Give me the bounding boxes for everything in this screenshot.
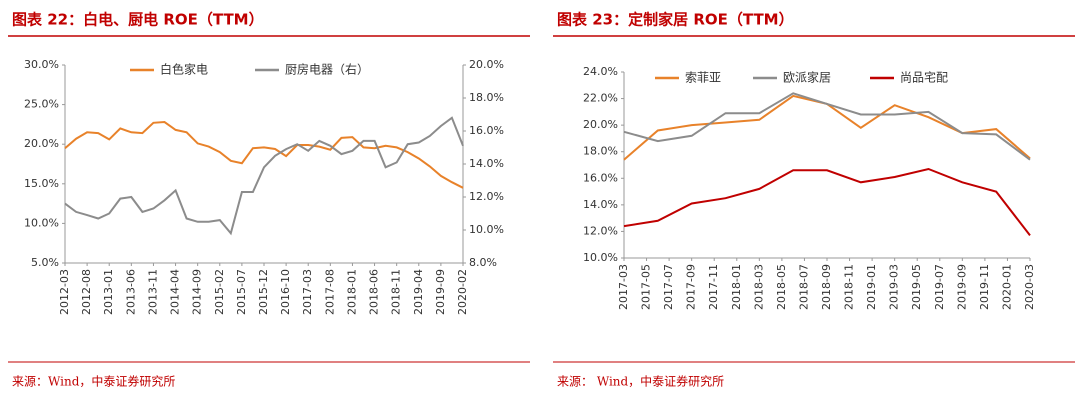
y-tick-label: 10.0% (583, 251, 618, 264)
x-tick-label: 2017-07 (662, 264, 675, 310)
x-tick-label: 2018-01 (345, 269, 358, 315)
x-tick-label: 2015-12 (257, 269, 270, 315)
y-tick-label: 12.0% (583, 224, 618, 237)
x-tick-label: 2018-09 (820, 264, 833, 310)
x-tick-label: 2018-05 (775, 264, 788, 310)
series-line (623, 92, 1031, 161)
chart-title: 图表 22：白电、厨电 ROE（TTM） (12, 11, 264, 29)
x-tick-label: 2019-05 (910, 264, 923, 310)
y2-tick-label: 10.0% (469, 223, 504, 236)
y-tick-label: 16.0% (583, 171, 618, 184)
x-tick-label: 2018-11 (843, 264, 856, 310)
x-tick-label: 2014-04 (169, 269, 182, 315)
source-note: 来源： Wind，中泰证券研究所 (557, 374, 724, 389)
x-tick-label: 2017-03 (617, 264, 630, 310)
y-tick-label: 10.0% (24, 216, 59, 229)
y-tick-label: 20.0% (583, 118, 618, 131)
y-tick-label: 25.0% (24, 98, 59, 111)
chart-title: 图表 23：定制家居 ROE（TTM） (557, 11, 794, 29)
x-tick-label: 2019-09 (955, 264, 968, 310)
x-tick-label: 2017-03 (301, 269, 314, 315)
legend-label: 尚品宅配 (900, 70, 948, 85)
y-tick-label: 24.0% (583, 65, 618, 78)
x-tick-label: 2018-11 (390, 269, 403, 315)
y-tick-label: 18.0% (583, 145, 618, 158)
source-note: 来源：Wind，中泰证券研究所 (12, 374, 175, 389)
y-tick-label: 22.0% (583, 92, 618, 105)
y2-tick-label: 14.0% (469, 157, 504, 170)
x-tick-label: 2013-06 (124, 269, 137, 315)
x-tick-label: 2020-01 (1000, 264, 1013, 310)
y2-tick-label: 8.0% (469, 256, 497, 269)
x-tick-label: 2012-03 (58, 269, 71, 315)
x-tick-label: 2015-07 (235, 269, 248, 315)
x-tick-label: 2013-01 (102, 269, 115, 315)
x-tick-label: 2013-11 (146, 269, 159, 315)
x-tick-label: 2018-01 (730, 264, 743, 310)
y2-tick-label: 20.0% (469, 58, 504, 71)
legend-label: 索菲亚 (685, 71, 721, 85)
x-tick-label: 2019-11 (978, 264, 991, 310)
y2-tick-label: 18.0% (469, 91, 504, 104)
x-tick-label: 2020-02 (456, 269, 469, 315)
y-tick-label: 14.0% (583, 198, 618, 211)
x-tick-label: 2019-07 (933, 264, 946, 310)
y2-tick-label: 12.0% (469, 190, 504, 203)
x-tick-label: 2020-03 (1023, 264, 1036, 310)
x-tick-label: 2016-10 (279, 269, 292, 315)
legend-label: 厨房电器（右） (285, 62, 369, 77)
x-tick-label: 2019-04 (412, 269, 425, 315)
x-tick-label: 2012-08 (80, 269, 93, 315)
x-tick-label: 2017-08 (323, 269, 336, 315)
x-tick-label: 2018-07 (797, 264, 810, 310)
x-tick-label: 2019-03 (888, 264, 901, 310)
x-tick-label: 2018-06 (368, 269, 381, 315)
x-tick-label: 2014-09 (191, 269, 204, 315)
x-tick-label: 2019-09 (434, 269, 447, 315)
legend-label: 白色家电 (160, 62, 208, 77)
y-tick-label: 30.0% (24, 58, 59, 71)
x-tick-label: 2017-05 (640, 264, 653, 310)
y2-tick-label: 16.0% (469, 124, 504, 137)
legend-label: 欧派家居 (783, 70, 831, 85)
x-tick-label: 2017-09 (685, 264, 698, 310)
y-tick-label: 5.0% (31, 256, 59, 269)
x-tick-label: 2019-01 (865, 264, 878, 310)
x-tick-label: 2018-03 (752, 264, 765, 310)
y-tick-label: 15.0% (24, 177, 59, 190)
x-tick-label: 2017-11 (707, 264, 720, 310)
series-line (623, 167, 1031, 237)
series-line (623, 94, 1031, 161)
x-tick-label: 2015-02 (213, 269, 226, 315)
series-line (64, 120, 464, 189)
y-tick-label: 20.0% (24, 137, 59, 150)
series-line (64, 116, 464, 236)
